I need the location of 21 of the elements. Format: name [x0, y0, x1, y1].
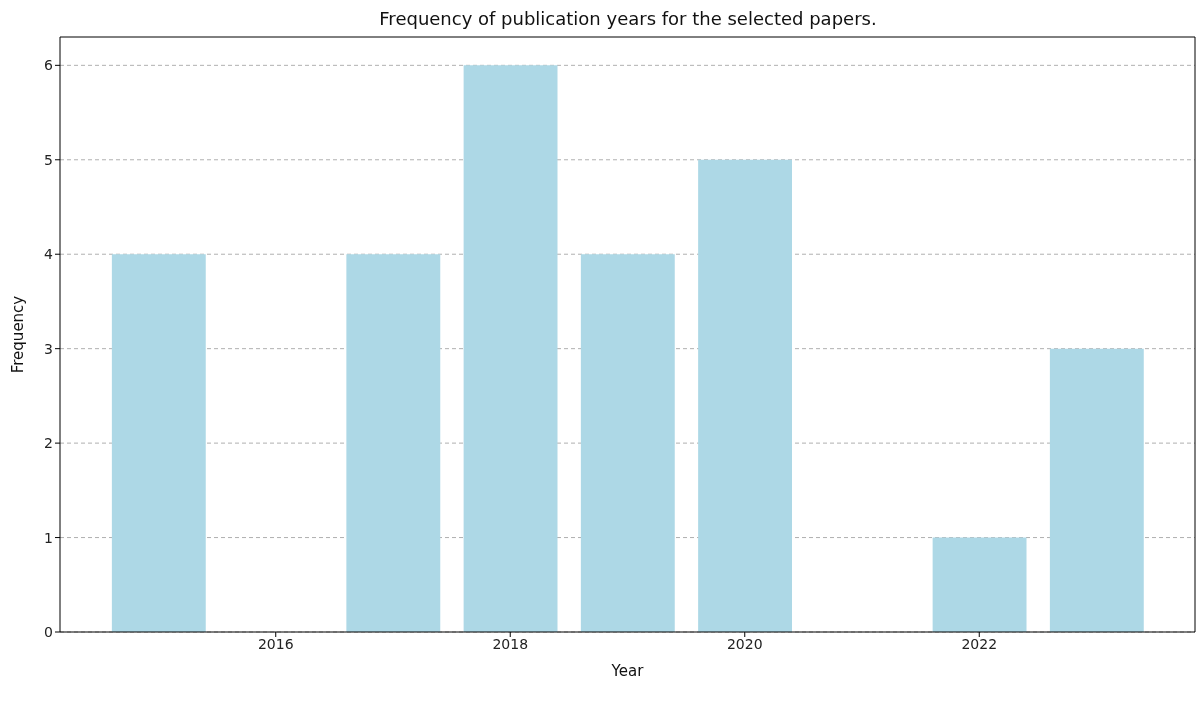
x-tick-label: 2020	[726, 635, 763, 652]
bar	[580, 254, 675, 632]
y-tick-label: 6	[44, 57, 54, 74]
x-tick-label: 2016	[257, 635, 294, 652]
x-tick-label: 2022	[961, 635, 998, 652]
y-tick-label: 5	[44, 151, 53, 168]
x-tick-label: 2018	[492, 635, 529, 652]
bar	[698, 159, 793, 632]
bar	[932, 537, 1027, 632]
y-axis-title: Frequency	[9, 295, 28, 374]
y-tick-label: 3	[44, 340, 53, 357]
y-tick-label: 1	[44, 529, 53, 546]
bar	[111, 254, 206, 632]
bar	[463, 65, 558, 632]
bar	[346, 254, 441, 632]
y-tick-label: 2	[44, 435, 53, 452]
x-axis-title: Year	[610, 662, 645, 680]
chart-title: Frequency of publication years for the selected papers.	[378, 8, 878, 29]
y-tick-label: 0	[44, 623, 53, 640]
bar	[1049, 348, 1144, 632]
y-tick-label: 4	[44, 246, 54, 263]
